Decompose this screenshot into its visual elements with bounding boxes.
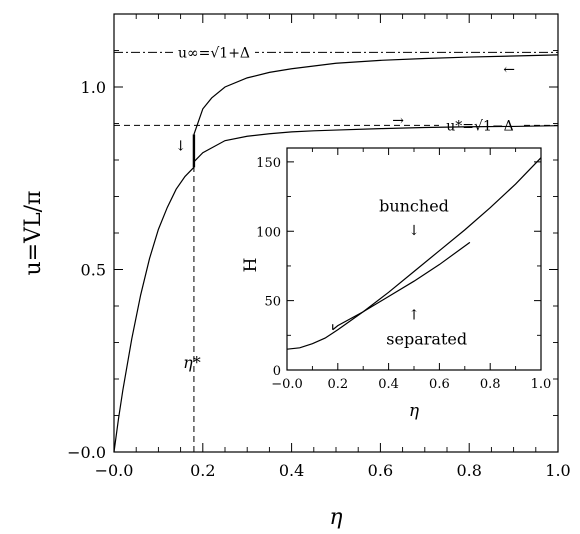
inset-annotation-0: bunched (379, 196, 449, 215)
main-x-tick-label: 0.6 (368, 461, 393, 480)
inset-x-tick-label: 0.4 (378, 377, 399, 392)
inset-x-tick-label: 0.8 (480, 377, 501, 392)
main-curve-0 (113, 166, 195, 453)
main-y-tick-label: 0.5 (81, 261, 106, 280)
inset-y-axis-label: H (241, 258, 261, 273)
inset-y-tick-label: 0 (273, 364, 281, 379)
inset-curves (287, 157, 541, 350)
u-infinity-label-bg (173, 44, 255, 63)
inset-annotation-2: ↑ (408, 308, 420, 324)
inset-x-tick-label: 0.2 (327, 377, 348, 392)
main-x-tick-label: 1.0 (545, 461, 570, 480)
inset-y-tick-label: 150 (256, 156, 281, 171)
main-plot: −0.0 0.2 0.4 0.6 0.8 1.0 −0.0 0.5 1.0 η u=VL/π u∞=√… (21, 13, 571, 530)
inset-x-tick-label: −0.0 (271, 377, 303, 392)
inset-annotation-3: separated (386, 329, 467, 348)
main-x-tick-label: 0.4 (279, 461, 304, 480)
inset-x-axis-label: η (409, 401, 420, 421)
inset-curve-separated (332, 241, 471, 331)
main-x-tick-label: 0.2 (190, 461, 215, 480)
inset-x-tick-label: 1.0 (531, 377, 552, 392)
main-curve-2 (193, 125, 559, 163)
inset-annotation-1: ↓ (408, 223, 420, 239)
inset-frame (286, 147, 542, 371)
main-arrow-2: ↓ (175, 138, 187, 154)
main-arrow-0: ← (503, 62, 515, 78)
main-arrow-1: → (392, 113, 404, 129)
inset-y-tick-label: 100 (256, 225, 281, 240)
inset-curve-bunched (287, 157, 541, 350)
main-x-tick-label: −0.0 (95, 461, 134, 480)
main-y-tick-label: 1.0 (81, 78, 106, 97)
inset-x-tick-label: 0.6 (429, 377, 450, 392)
main-curve-1 (193, 54, 559, 135)
u-infinity-label: u∞=√1+Δ (178, 45, 250, 61)
main-x-axis-label: η (329, 505, 342, 530)
eta-star-label: η* (183, 353, 201, 372)
main-y-tick-label: −0.0 (67, 443, 106, 462)
main-x-tick-label: 0.8 (456, 461, 481, 480)
main-y-axis-label: u=VL/π (21, 191, 46, 276)
inset-y-tick-label: 50 (264, 295, 281, 310)
